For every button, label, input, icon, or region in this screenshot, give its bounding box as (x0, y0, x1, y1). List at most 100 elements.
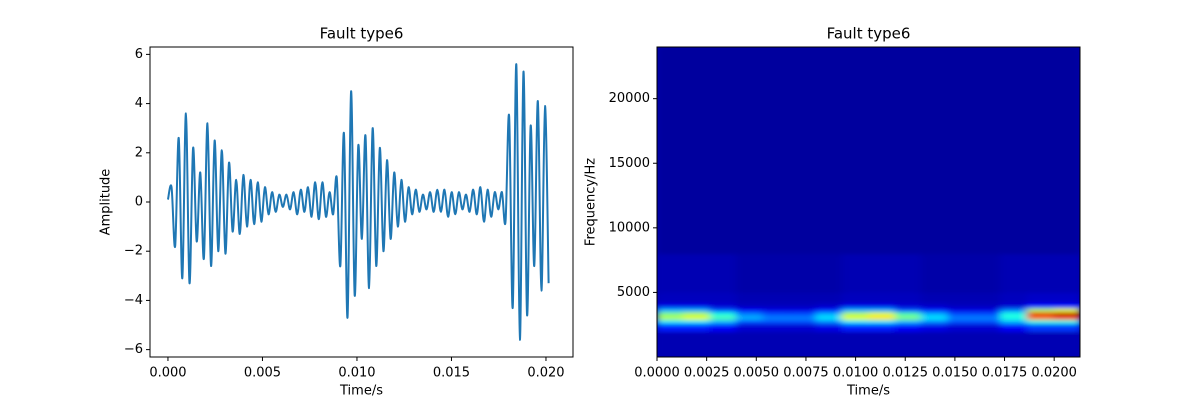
heatmap-cell (682, 253, 711, 293)
heatmap-cell (657, 253, 684, 293)
heatmap-cell (735, 253, 764, 293)
heatmap-cell (974, 302, 1002, 309)
x-tick-label: 0.0175 (982, 366, 1028, 381)
heatmap-cell (894, 291, 922, 304)
heatmap-cell (1053, 322, 1080, 332)
heatmap-cell (841, 307, 869, 313)
heatmap-cell (1053, 319, 1080, 324)
heatmap-cell (947, 330, 976, 357)
heatmap-cell (920, 253, 949, 293)
heatmap-cell (1000, 47, 1028, 255)
heatmap-cell (788, 302, 817, 309)
heatmap-cell (735, 302, 764, 309)
heatmap-cell (920, 315, 949, 321)
heatmap-cell (815, 253, 843, 293)
heatmap-cell (974, 253, 1002, 293)
heatmap-cell (682, 302, 711, 309)
heatmap-cell (709, 302, 737, 309)
heatmap-cell (841, 311, 869, 317)
heatmap-cell (1053, 253, 1080, 293)
heatmap-cell (974, 319, 1002, 324)
heatmap-cell (894, 311, 922, 317)
heatmap-cell (947, 307, 976, 313)
heatmap-cell (762, 315, 790, 321)
heatmap-cell (657, 291, 684, 304)
heatmap-cell (815, 302, 843, 309)
heatmap-cell (735, 291, 764, 304)
heatmap-cell (709, 319, 737, 324)
y-tick-label: 0 (135, 195, 143, 210)
heatmap-cell (1026, 311, 1055, 317)
heatmap-cell (920, 330, 949, 357)
heatmap-cell (894, 322, 922, 332)
heatmap-cell (947, 311, 976, 317)
heatmap-cell (735, 307, 764, 313)
heatmap-cell (657, 315, 684, 321)
heatmap-cell (1000, 315, 1028, 321)
heatmap-cell (894, 315, 922, 321)
heatmap-cell (868, 319, 896, 324)
chart-title: Fault type6 (827, 25, 911, 43)
y-tick-label: 2 (135, 145, 143, 160)
heatmap-cell (868, 302, 896, 309)
heatmap-cell (815, 307, 843, 313)
heatmap-cell (1026, 302, 1055, 309)
heatmap-cell (947, 47, 976, 255)
heatmap-cell (788, 330, 817, 357)
heatmap-cell (709, 315, 737, 321)
heatmap-cell (1026, 322, 1055, 332)
y-axis-label: Amplitude (99, 169, 114, 236)
heatmap-cell (788, 319, 817, 324)
spectrogram (657, 47, 1080, 357)
x-tick-label: 0.0050 (734, 366, 780, 381)
y-tick-label: 5000 (617, 285, 650, 300)
heatmap-cell (1026, 47, 1055, 255)
heatmap-cell (841, 47, 869, 255)
heatmap-cell (1000, 253, 1028, 293)
heatmap-cell (682, 319, 711, 324)
heatmap-cell (735, 322, 764, 332)
heatmap-cell (788, 311, 817, 317)
heatmap-cell (735, 47, 764, 255)
heatmap-cell (657, 319, 684, 324)
heatmap-cell (762, 302, 790, 309)
y-axis-label: Frequency/Hz (584, 158, 599, 246)
heatmap-cell (815, 315, 843, 321)
heatmap-cell (947, 315, 976, 321)
x-tick-label: 0.0200 (1031, 366, 1077, 381)
heatmap-cell (920, 302, 949, 309)
heatmap-cell (1000, 330, 1028, 357)
heatmap-cell (735, 311, 764, 317)
heatmap-cell (762, 253, 790, 293)
heatmap-cell (709, 311, 737, 317)
heatmap-cell (841, 330, 869, 357)
heatmap-cell (1053, 315, 1080, 321)
heatmap-cell (974, 47, 1002, 255)
heatmap-cell (762, 330, 790, 357)
heatmap-cell (815, 319, 843, 324)
heatmap-cell (1000, 291, 1028, 304)
heatmap-cell (868, 315, 896, 321)
heatmap-cell (657, 322, 684, 332)
heatmap-cell (947, 253, 976, 293)
y-tick-label: 4 (135, 96, 143, 111)
x-tick-label: 0.010 (338, 366, 375, 381)
heatmap-cell (709, 47, 737, 255)
heatmap-cell (657, 311, 684, 317)
heatmap-cell (1053, 291, 1080, 304)
heatmap-cell (920, 291, 949, 304)
x-tick-label: 0.015 (433, 366, 470, 381)
heatmap-cell (1000, 322, 1028, 332)
heatmap-cell (894, 319, 922, 324)
x-tick-label: 0.0125 (882, 366, 928, 381)
heatmap-cell (1053, 302, 1080, 309)
heatmap-cell (947, 319, 976, 324)
heatmap-cell (788, 253, 817, 293)
heatmap-cell (682, 47, 711, 255)
heatmap-cell (868, 322, 896, 332)
heatmap-cell (788, 315, 817, 321)
x-tick-label: 0.0075 (783, 366, 829, 381)
heatmap-cell (815, 47, 843, 255)
heatmap-cell (974, 291, 1002, 304)
y-tick-label: 6 (135, 47, 143, 62)
